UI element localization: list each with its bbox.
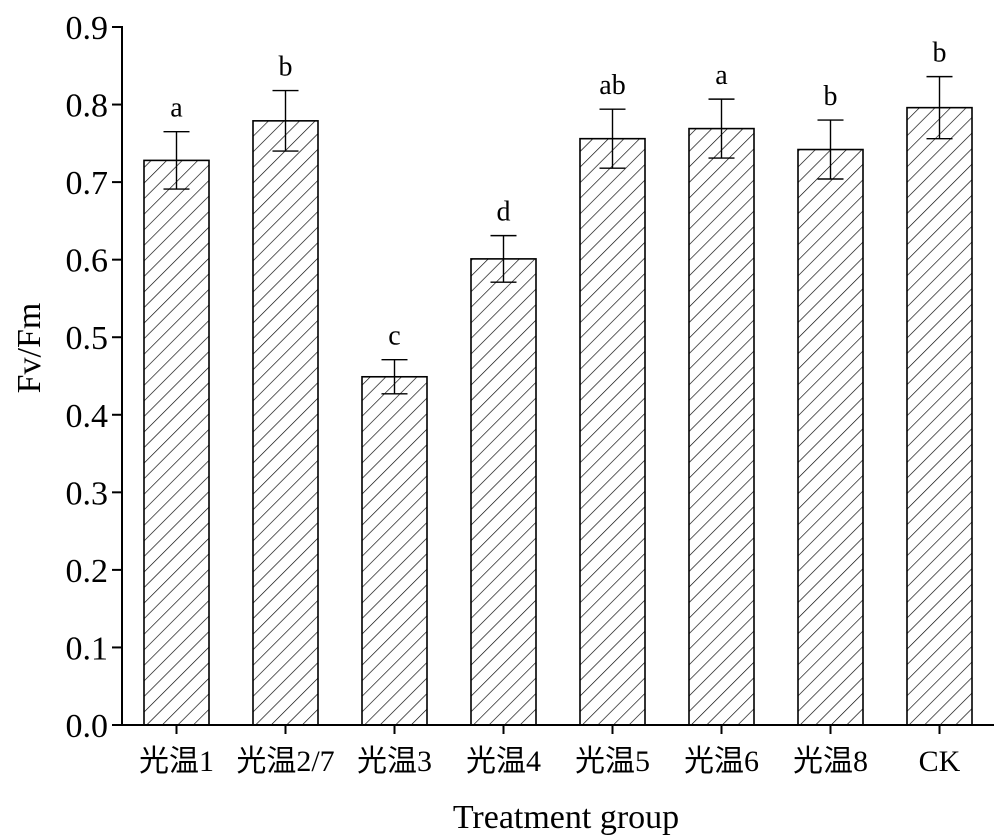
x-tick-label: 光温6 xyxy=(684,745,759,778)
y-tick-label: 0.0 xyxy=(66,708,109,745)
significance-label: a xyxy=(170,93,183,124)
significance-label: b xyxy=(279,52,293,83)
y-tick-label: 0.3 xyxy=(66,475,109,512)
bar xyxy=(361,375,428,726)
y-tick-label: 0.9 xyxy=(66,10,109,47)
x-tick-label: CK xyxy=(919,745,961,778)
y-axis-title: Fv/Fm xyxy=(11,303,48,394)
x-tick-label: 光温4 xyxy=(466,745,541,778)
bar xyxy=(252,120,319,726)
bar xyxy=(797,148,864,726)
x-tick-label: 光温3 xyxy=(357,745,432,778)
x-tick-label: 光温2/7 xyxy=(236,745,334,778)
significance-label: b xyxy=(824,81,838,112)
y-tick-label: 0.1 xyxy=(66,630,109,667)
y-tick-label: 0.2 xyxy=(66,553,109,590)
x-tick-label: 光温8 xyxy=(793,745,868,778)
y-tick-label: 0.6 xyxy=(66,243,109,280)
x-tick-label: 光温5 xyxy=(575,745,650,778)
bar xyxy=(906,106,973,726)
x-axis-title: Treatment group xyxy=(453,799,679,836)
y-tick-label: 0.8 xyxy=(66,88,109,125)
y-axis: 0.0 0.1 0.2 0.3 0.4 0.5 0.6 0.7 0.8 0.9 xyxy=(66,10,123,745)
bar xyxy=(143,159,210,726)
significance-label: c xyxy=(388,321,400,352)
bar xyxy=(579,137,646,726)
x-axis: 光温1 光温2/7 光温3 光温4 光温5 光温6 光温8 CK xyxy=(122,724,994,778)
y-tick-label: 0.5 xyxy=(66,320,109,357)
significance-label: ab xyxy=(599,70,625,101)
bar xyxy=(470,258,537,726)
significance-label: a xyxy=(715,60,728,91)
significance-label: d xyxy=(497,197,511,228)
y-tick-label: 0.4 xyxy=(66,398,109,435)
bar xyxy=(688,127,755,726)
x-tick-label: 光温1 xyxy=(139,745,214,778)
y-tick-label: 0.7 xyxy=(66,165,109,202)
significance-label: b xyxy=(933,38,947,69)
